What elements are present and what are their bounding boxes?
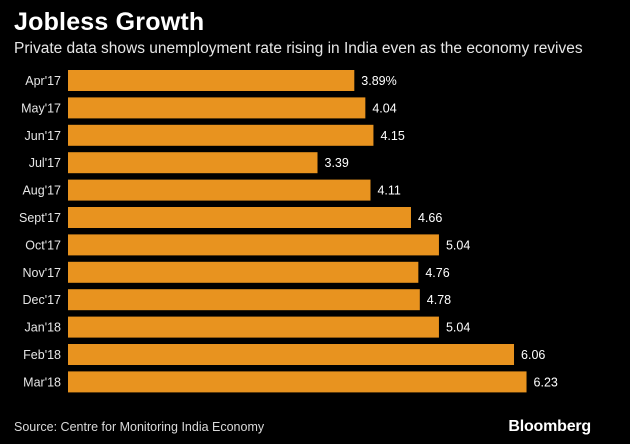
bar — [68, 179, 371, 201]
bar-chart: Apr'17 3.89% May'17 4.04 Jun'17 4.15 Jul'17 3.3… — [19, 70, 558, 393]
chart-subtitle: Private data shows unemployment rate ris… — [14, 40, 583, 57]
bar — [68, 344, 515, 365]
value-label: 4.04 — [372, 101, 396, 115]
bar — [68, 289, 420, 311]
bloomberg-logo: Bloomberg — [508, 418, 591, 435]
value-label: 3.39 — [325, 156, 349, 170]
category-label: Jul'17 — [29, 156, 61, 170]
category-label: Sept'17 — [19, 211, 61, 225]
value-label: 3.89% — [361, 74, 396, 88]
category-label: Nov'17 — [22, 266, 61, 280]
category-label: Mar'18 — [23, 375, 61, 389]
category-label: Feb'18 — [23, 348, 61, 362]
value-label: 5.04 — [446, 321, 470, 335]
value-label: 4.78 — [427, 293, 451, 307]
bar — [68, 70, 355, 91]
value-label: 4.66 — [418, 211, 442, 225]
bar — [68, 371, 527, 393]
category-label: Jan'18 — [25, 321, 61, 335]
category-label: Aug'17 — [22, 184, 61, 198]
category-label: Dec'17 — [22, 293, 61, 307]
value-label: 6.06 — [521, 348, 545, 362]
value-label: 4.15 — [380, 129, 404, 143]
bar — [68, 234, 439, 256]
source-note: Source: Centre for Monitoring India Econ… — [14, 420, 265, 434]
bar — [68, 152, 318, 174]
value-label: 4.11 — [377, 184, 400, 198]
category-label: Jun'17 — [25, 129, 61, 143]
chart-title: Jobless Growth — [14, 8, 205, 36]
bar — [68, 124, 374, 146]
bar — [68, 207, 411, 228]
category-label: May'17 — [21, 101, 61, 115]
bar — [68, 261, 419, 283]
value-label: 5.04 — [446, 238, 470, 252]
value-label: 6.23 — [534, 375, 558, 389]
category-label: Apr'17 — [25, 74, 61, 88]
bar — [68, 97, 366, 119]
value-label: 4.76 — [425, 266, 449, 280]
category-label: Oct'17 — [25, 238, 61, 252]
bar — [68, 316, 439, 338]
